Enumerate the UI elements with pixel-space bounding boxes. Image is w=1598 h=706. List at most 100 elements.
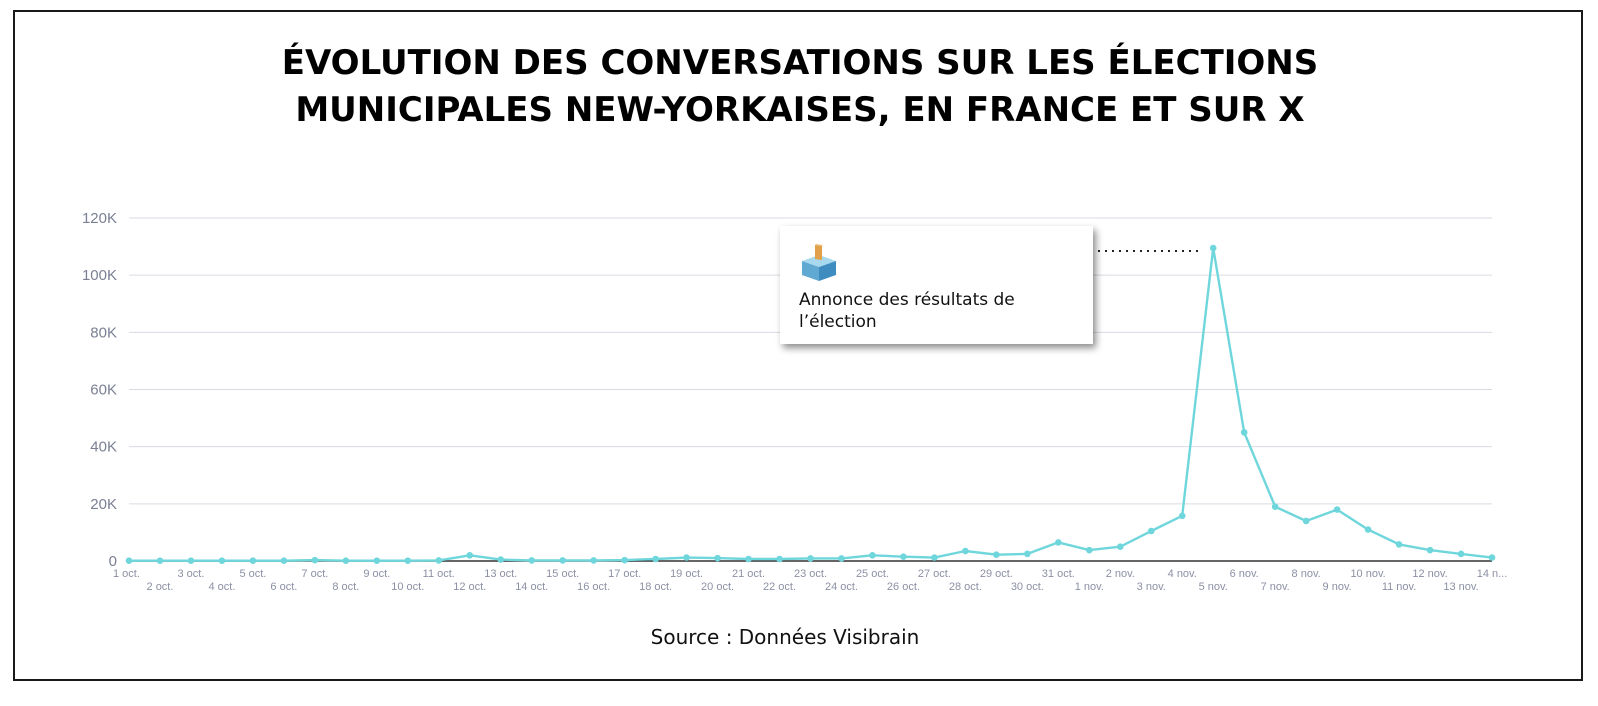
data-point[interactable] [1240,429,1248,436]
data-point[interactable] [342,557,350,565]
data-point[interactable] [776,555,783,563]
x-tick-label: 23 oct. [794,568,827,580]
data-point[interactable] [1055,539,1062,546]
x-tick-label: 10 nov. [1350,568,1385,580]
plot-area [125,244,1496,565]
data-point[interactable] [280,557,288,565]
y-tick-label: 40K [90,439,117,456]
data-point[interactable] [1302,517,1310,525]
y-tick-label: 20K [90,496,117,513]
data-point[interactable] [1178,512,1186,520]
data-point[interactable] [249,557,257,565]
y-tick-label: 60K [90,382,117,399]
x-tick-label: 3 nov. [1137,581,1166,593]
data-point[interactable] [1333,506,1341,513]
x-tick-label: 2 oct. [147,581,174,593]
x-tick-label: 1 nov. [1075,581,1104,593]
chart-title: ÉVOLUTION DES CONVERSATIONS SUR LES ÉLEC… [15,40,1585,134]
data-point[interactable] [1457,550,1465,558]
data-point[interactable] [869,551,876,559]
data-point[interactable] [714,554,721,562]
data-point[interactable] [156,557,164,565]
data-point[interactable] [962,547,969,555]
x-tick-label: 20 oct. [701,581,734,593]
data-point[interactable] [218,557,226,565]
data-point[interactable] [528,557,536,564]
data-point[interactable] [1426,546,1434,554]
x-tick-label: 17 oct. [608,568,641,580]
x-tick-label: 15 oct. [546,568,579,580]
data-point[interactable] [590,557,597,564]
data-point[interactable] [900,553,907,561]
data-point[interactable] [745,555,752,563]
x-tick-label: 9 oct. [363,568,390,580]
data-point[interactable] [1147,527,1155,535]
data-point[interactable] [1271,503,1279,510]
data-point[interactable] [1488,554,1496,561]
data-point[interactable] [1209,244,1217,252]
x-tick-label: 6 nov. [1230,568,1259,580]
x-tick-label: 11 oct. [423,568,455,580]
y-axis: 0 20K 40K 60K 80K 100K 120K [82,210,117,570]
y-tick-label: 80K [90,324,117,341]
y-tick-label: 0 [109,553,117,570]
x-tick-label: 1 oct. [113,568,140,580]
x-tick-label: 5 oct. [239,568,266,580]
ballot-box-icon [802,244,836,281]
source-note: Source : Données Visibrain [650,625,920,649]
data-point[interactable] [1395,541,1403,548]
x-tick-label: 10 oct. [391,581,424,593]
x-tick-label: 21 oct. [732,568,765,580]
x-tick-label: 9 nov. [1323,581,1352,593]
data-point[interactable] [1364,526,1372,533]
data-point[interactable] [838,555,845,562]
x-tick-label: 11 nov. [1382,581,1416,593]
x-tick-label: 8 nov. [1292,568,1321,580]
data-point[interactable] [931,554,938,561]
x-tick-label: 29 oct. [980,568,1013,580]
data-point[interactable] [993,551,1000,559]
data-point[interactable] [435,557,443,564]
data-point[interactable] [683,554,690,561]
x-tick-label: 18 oct. [639,581,672,593]
data-point[interactable] [559,557,566,564]
data-point[interactable] [621,556,628,564]
x-tick-label: 13 oct. [484,568,517,580]
x-tick-label: 19 oct. [670,568,703,580]
data-point[interactable] [1085,546,1093,554]
x-tick-label: 5 nov. [1199,581,1228,593]
data-point[interactable] [373,557,381,565]
data-point[interactable] [404,557,412,565]
x-tick-label: 25 oct. [856,568,889,580]
y-tick-label: 120K [82,210,117,227]
data-point[interactable] [125,557,133,565]
x-tick-label: 13 nov. [1443,581,1478,593]
x-tick-label: 12 oct. [453,581,486,593]
data-point[interactable] [1024,550,1031,558]
x-tick-label: 6 oct. [270,581,297,593]
data-point[interactable] [466,551,474,559]
x-tick-label: 7 oct. [301,568,328,580]
x-tick-label: 22 oct. [763,581,796,593]
x-tick-label: 4 nov. [1168,568,1197,580]
x-tick-label: 14 n... [1477,568,1508,580]
x-tick-label: 8 oct. [332,581,359,593]
data-point[interactable] [807,555,814,562]
x-tick-label: 16 oct. [577,581,610,593]
data-point[interactable] [311,556,319,564]
x-tick-label: 2 nov. [1106,568,1135,580]
data-point[interactable] [187,557,195,565]
x-tick-label: 12 nov. [1412,568,1447,580]
annotation-text: Annonce des résultats de l’élection [799,290,1015,332]
chart-frame: ÉVOLUTION DES CONVERSATIONS SUR LES ÉLEC… [13,10,1583,681]
x-tick-label: 31 oct. [1042,568,1075,580]
data-point[interactable] [1116,543,1124,551]
data-point[interactable] [497,556,505,563]
x-tick-label: 26 oct. [887,581,920,593]
x-tick-label: 14 oct. [515,581,548,593]
annotation-callout: Annonce des résultats de l’élection [780,226,1093,344]
data-point[interactable] [652,555,659,563]
x-tick-label: 28 oct. [949,581,982,593]
x-axis: 1 oct. 2 oct. 3 oct.4 oct. 5 oct. 6 oct. 7 oc… [113,560,1508,593]
